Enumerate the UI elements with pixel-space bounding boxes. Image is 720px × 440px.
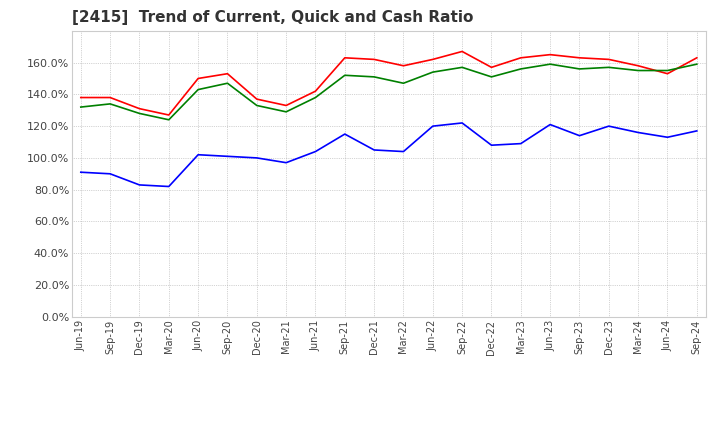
Quick Ratio xyxy=(194,87,202,92)
Quick Ratio xyxy=(253,103,261,108)
Current Ratio xyxy=(311,88,320,94)
Quick Ratio xyxy=(428,70,437,75)
Current Ratio xyxy=(341,55,349,60)
Quick Ratio xyxy=(575,66,584,72)
Current Ratio xyxy=(76,95,85,100)
Line: Cash Ratio: Cash Ratio xyxy=(81,123,697,187)
Current Ratio xyxy=(546,52,554,57)
Cash Ratio xyxy=(663,135,672,140)
Quick Ratio xyxy=(487,74,496,80)
Text: [2415]  Trend of Current, Quick and Cash Ratio: [2415] Trend of Current, Quick and Cash … xyxy=(72,11,473,26)
Cash Ratio xyxy=(164,184,173,189)
Current Ratio xyxy=(135,106,144,111)
Current Ratio xyxy=(693,55,701,60)
Quick Ratio xyxy=(135,111,144,116)
Cash Ratio xyxy=(399,149,408,154)
Quick Ratio xyxy=(223,81,232,86)
Cash Ratio xyxy=(428,124,437,129)
Current Ratio xyxy=(663,71,672,76)
Current Ratio xyxy=(575,55,584,60)
Current Ratio xyxy=(458,49,467,54)
Line: Quick Ratio: Quick Ratio xyxy=(81,64,697,120)
Current Ratio xyxy=(487,65,496,70)
Quick Ratio xyxy=(516,66,525,72)
Current Ratio xyxy=(605,57,613,62)
Current Ratio xyxy=(399,63,408,68)
Cash Ratio xyxy=(253,155,261,161)
Quick Ratio xyxy=(399,81,408,86)
Quick Ratio xyxy=(693,62,701,67)
Quick Ratio xyxy=(458,65,467,70)
Cash Ratio xyxy=(106,171,114,176)
Current Ratio xyxy=(164,112,173,117)
Cash Ratio xyxy=(516,141,525,146)
Cash Ratio xyxy=(487,143,496,148)
Line: Current Ratio: Current Ratio xyxy=(81,51,697,115)
Current Ratio xyxy=(282,103,290,108)
Quick Ratio xyxy=(106,101,114,106)
Cash Ratio xyxy=(693,128,701,133)
Cash Ratio xyxy=(223,154,232,159)
Cash Ratio xyxy=(458,120,467,125)
Cash Ratio xyxy=(605,124,613,129)
Cash Ratio xyxy=(575,133,584,138)
Cash Ratio xyxy=(370,147,379,153)
Quick Ratio xyxy=(341,73,349,78)
Cash Ratio xyxy=(135,182,144,187)
Cash Ratio xyxy=(311,149,320,154)
Current Ratio xyxy=(194,76,202,81)
Current Ratio xyxy=(223,71,232,76)
Cash Ratio xyxy=(634,130,642,135)
Current Ratio xyxy=(253,96,261,102)
Quick Ratio xyxy=(282,109,290,114)
Quick Ratio xyxy=(663,68,672,73)
Cash Ratio xyxy=(76,169,85,175)
Quick Ratio xyxy=(311,95,320,100)
Quick Ratio xyxy=(370,74,379,80)
Current Ratio xyxy=(106,95,114,100)
Cash Ratio xyxy=(546,122,554,127)
Cash Ratio xyxy=(341,132,349,137)
Quick Ratio xyxy=(76,104,85,110)
Quick Ratio xyxy=(634,68,642,73)
Current Ratio xyxy=(516,55,525,60)
Quick Ratio xyxy=(546,62,554,67)
Current Ratio xyxy=(634,63,642,68)
Current Ratio xyxy=(370,57,379,62)
Quick Ratio xyxy=(605,65,613,70)
Current Ratio xyxy=(428,57,437,62)
Quick Ratio xyxy=(164,117,173,122)
Cash Ratio xyxy=(194,152,202,158)
Cash Ratio xyxy=(282,160,290,165)
